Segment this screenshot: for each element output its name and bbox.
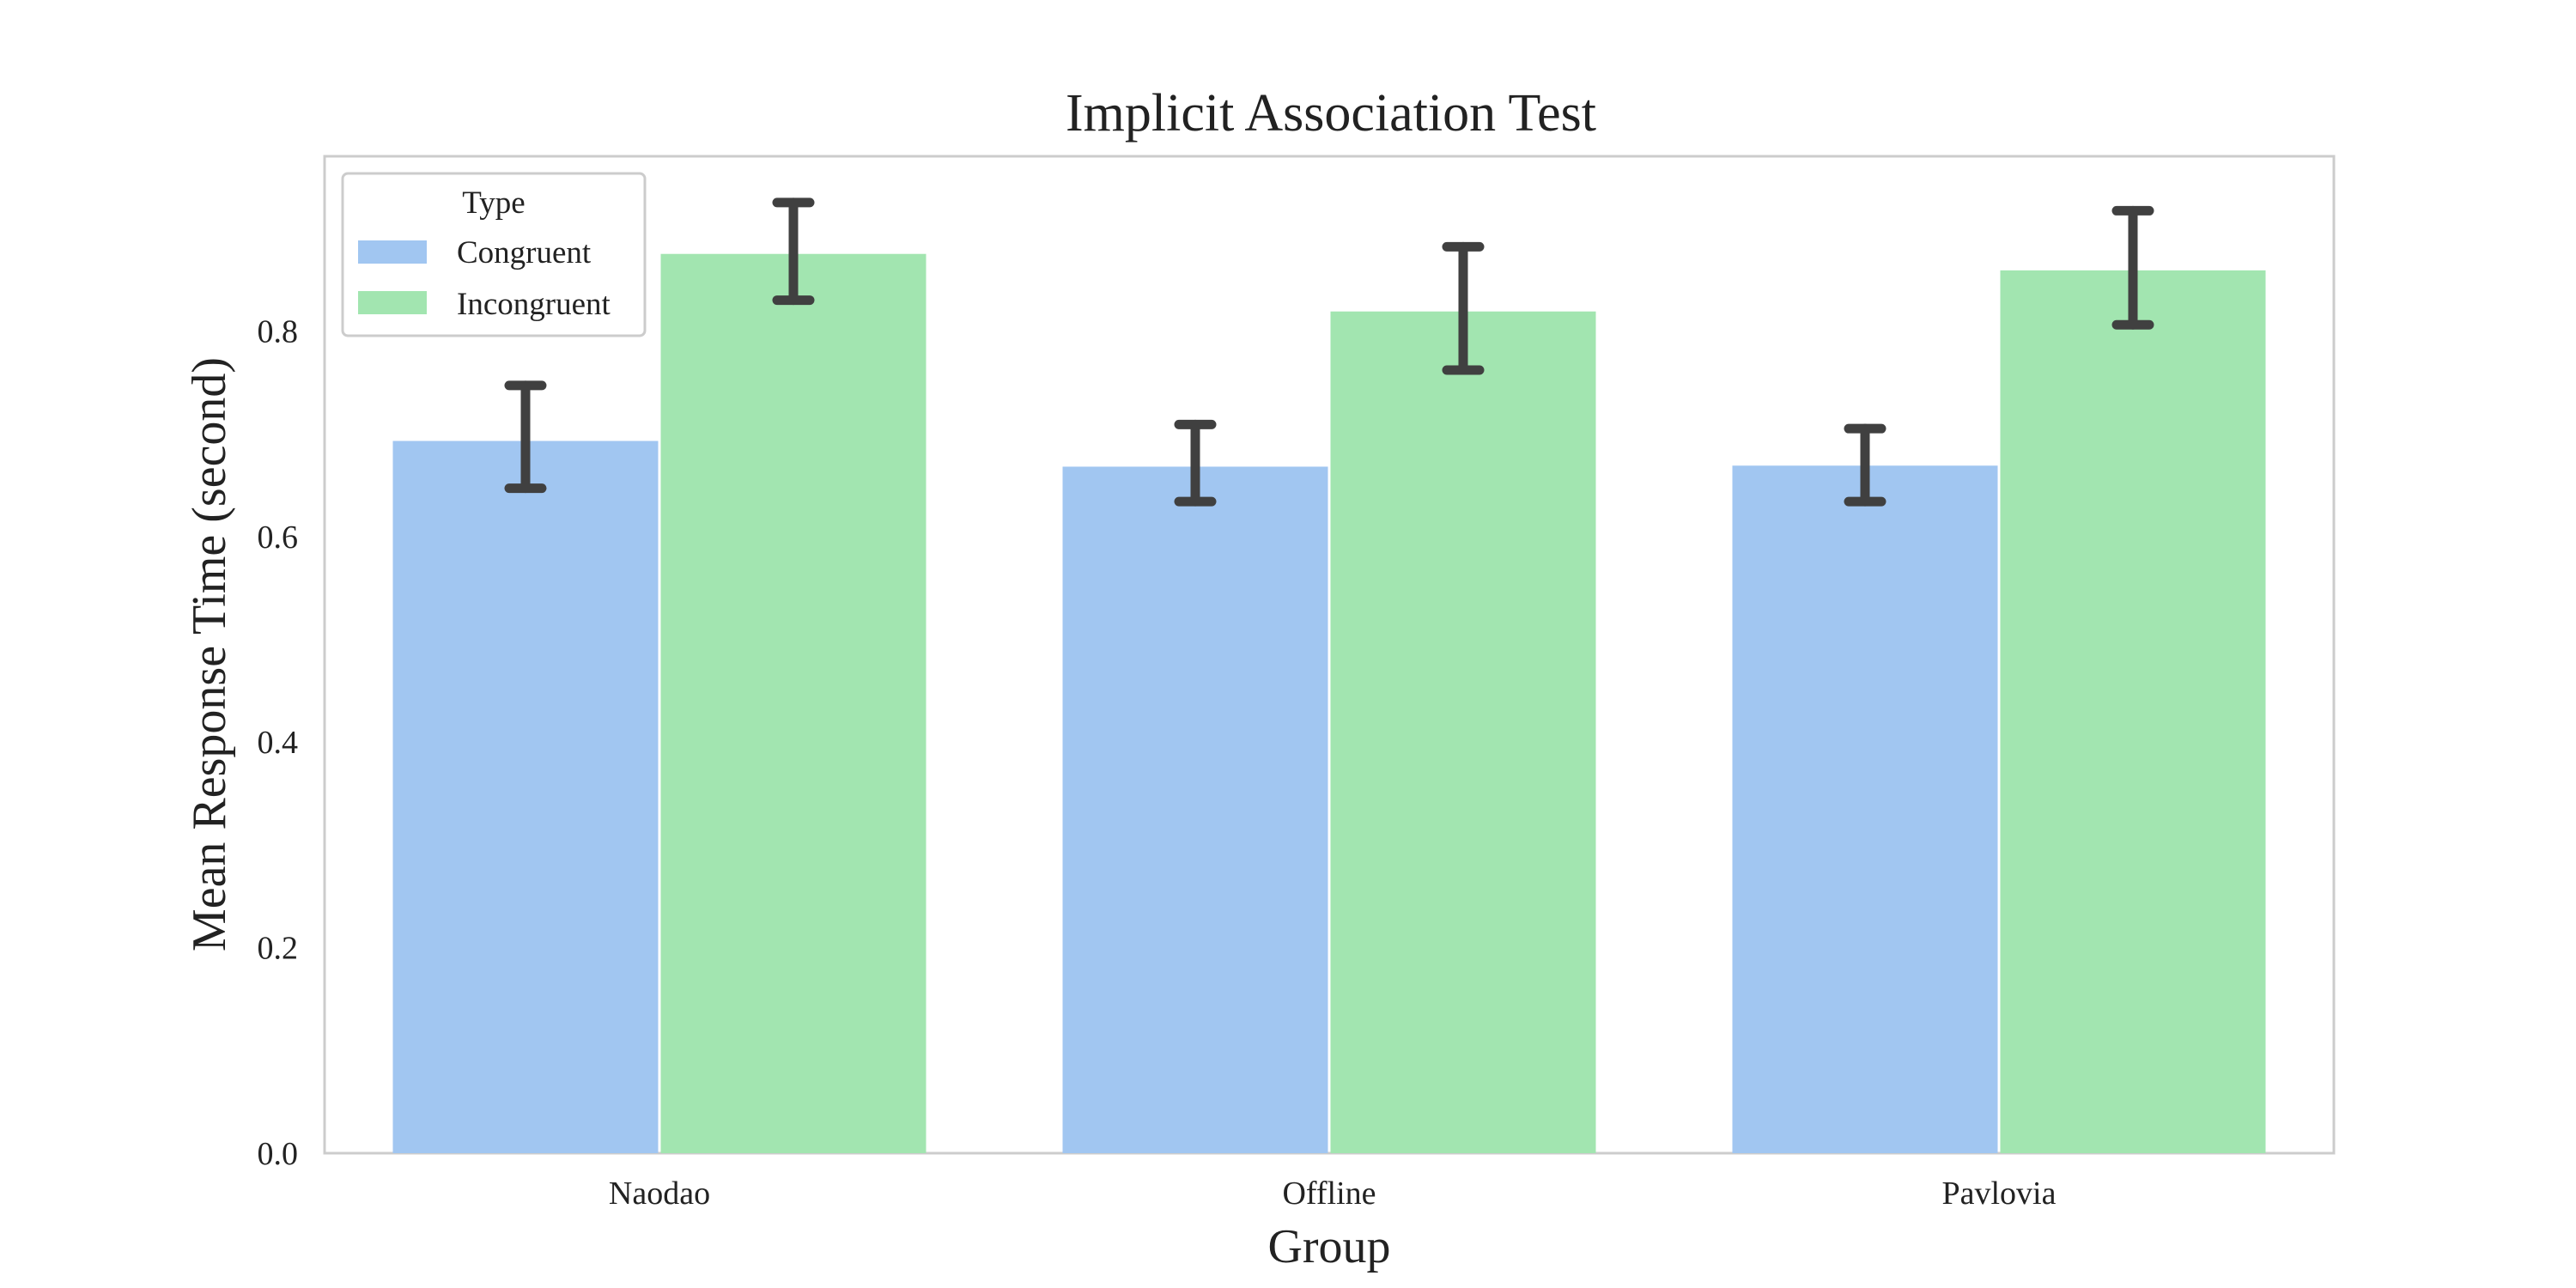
y-axis-label: Mean Response Time (second) xyxy=(183,357,236,951)
x-tick-label-offline: Offline xyxy=(1282,1176,1376,1212)
plot-frame xyxy=(323,155,2336,1155)
y-tick-label: 0.2 xyxy=(258,931,299,967)
error-bar-pavlovia-incongruent xyxy=(2111,205,2154,330)
legend-swatch-incongruent xyxy=(358,291,427,314)
error-bar-offline-incongruent xyxy=(1442,241,1485,375)
bar-pavlovia-congruent xyxy=(1732,465,1998,1153)
x-tick-label-naodao: Naodao xyxy=(609,1176,710,1212)
bar-offline-congruent xyxy=(1062,466,1328,1153)
y-tick-label: 0.0 xyxy=(258,1136,299,1172)
legend-label-congruent: Congruent xyxy=(457,235,592,270)
x-axis-ticks: Naodao Offline Pavlovia xyxy=(609,1176,2057,1212)
x-axis-label: Group xyxy=(1267,1220,1390,1273)
y-tick-label: 0.4 xyxy=(258,725,299,761)
legend: Type Congruent Incongruent xyxy=(341,172,647,337)
legend-label-incongruent: Incongruent xyxy=(457,287,611,322)
error-bar-pavlovia-congruent xyxy=(1844,423,1886,507)
error-bar-naodao-incongruent xyxy=(772,197,815,306)
bars-layer xyxy=(392,253,2266,1153)
bar-naodao-incongruent xyxy=(660,253,927,1153)
errorbars-layer xyxy=(504,197,2154,507)
bar-offline-incongruent xyxy=(1330,311,1596,1153)
bar-naodao-congruent xyxy=(392,440,659,1153)
error-bar-offline-congruent xyxy=(1174,419,1217,507)
y-tick-label: 0.8 xyxy=(258,313,299,349)
chart-title: Implicit Association Test xyxy=(1066,84,1596,143)
error-bar-naodao-congruent xyxy=(504,380,547,494)
y-tick-label: 0.6 xyxy=(258,519,299,556)
x-tick-label-pavlovia: Pavlovia xyxy=(1942,1176,2057,1212)
bar-pavlovia-incongruent xyxy=(2000,270,2266,1153)
legend-swatch-congruent xyxy=(358,240,427,264)
plot-area xyxy=(323,155,2336,1155)
y-axis-ticks: 0.0 0.2 0.4 0.6 0.8 xyxy=(258,313,299,1172)
legend-title: Type xyxy=(462,185,525,221)
